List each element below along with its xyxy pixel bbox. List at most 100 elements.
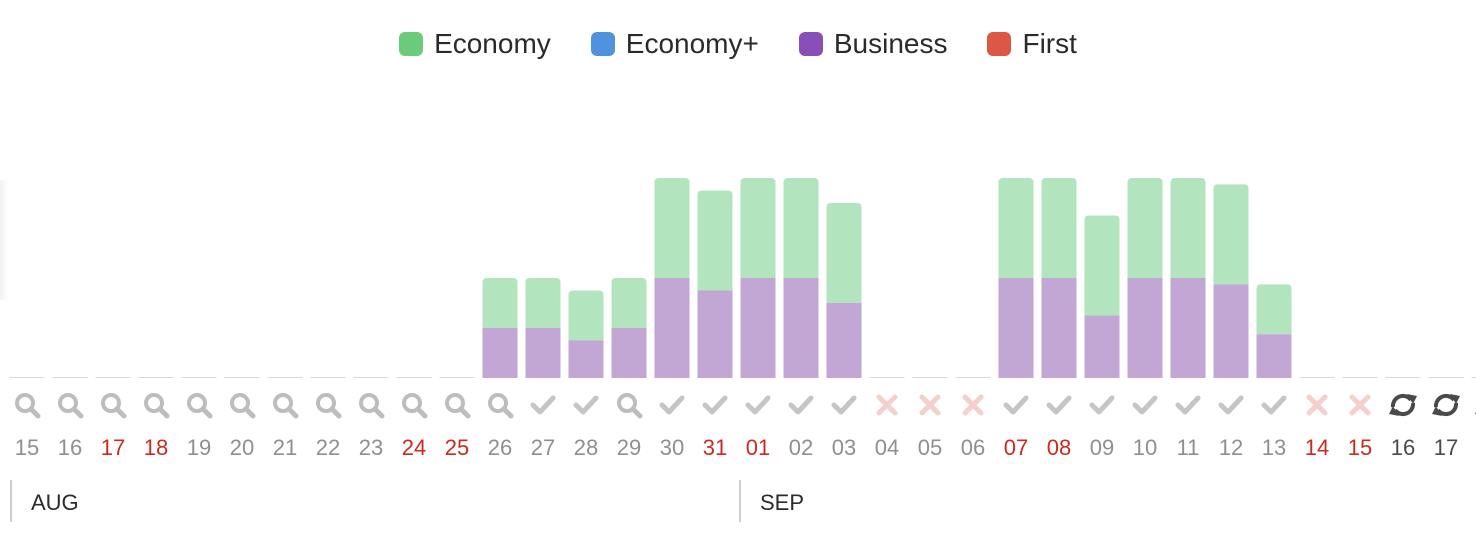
bar-business (1170, 278, 1206, 378)
day-label: 26 (488, 435, 512, 460)
bar-business (1041, 278, 1077, 378)
check-icon (573, 395, 599, 415)
check-icon (788, 395, 814, 415)
day-label: 13 (1262, 435, 1286, 460)
legend-item-economy-plus[interactable]: Economy+ (590, 28, 759, 60)
bar-economy (1213, 184, 1249, 285)
month-divider (739, 480, 741, 522)
check-icon (1046, 395, 1072, 415)
day-column[interactable]: 28 (568, 290, 604, 461)
cross-icon (962, 394, 984, 416)
day-column[interactable]: 27 (525, 278, 561, 460)
bar-business (697, 290, 733, 378)
day-column[interactable]: 23 (353, 377, 389, 461)
search-icon (187, 393, 213, 419)
bar-business (1127, 278, 1163, 378)
cross-icon (919, 394, 941, 416)
bar-business (740, 278, 776, 378)
month-label-sep: SEP (760, 490, 805, 515)
day-column[interactable]: 17 (1428, 377, 1464, 461)
day-column[interactable]: 09 (1084, 215, 1120, 461)
month-label-aug: AUG (31, 490, 79, 515)
check-icon (659, 395, 685, 415)
stacked-bar (1213, 184, 1249, 378)
day-column[interactable]: 08 (1041, 178, 1077, 460)
day-column[interactable]: 04 (869, 377, 905, 461)
day-column[interactable]: 01 (740, 178, 776, 460)
day-column[interactable]: 26 (482, 278, 518, 460)
day-label: 12 (1219, 435, 1243, 460)
legend-label: First (1022, 28, 1077, 59)
bar-business (1256, 334, 1292, 378)
stacked-bar (1127, 178, 1163, 378)
day-column[interactable]: 31 (697, 190, 733, 461)
day-column[interactable]: 22 (310, 377, 346, 461)
search-icon (144, 393, 170, 419)
refresh-icon[interactable] (1432, 393, 1460, 417)
day-label: 24 (402, 435, 426, 460)
day-column[interactable]: 24 (396, 377, 432, 461)
day-column[interactable]: 20 (224, 377, 260, 461)
search-icon (15, 393, 41, 419)
day-label: 17 (101, 435, 125, 460)
day-column[interactable]: 14 (1299, 377, 1335, 461)
day-label: 15 (15, 435, 39, 460)
check-icon (745, 395, 771, 415)
legend-label: Economy (434, 28, 551, 59)
legend-item-economy[interactable]: Economy (399, 28, 551, 60)
stacked-bar (740, 178, 776, 378)
refresh-icon[interactable] (1389, 393, 1417, 417)
bar-business (568, 340, 604, 378)
day-column[interactable]: 25 (439, 377, 475, 461)
day-label: 20 (230, 435, 254, 460)
day-column[interactable]: 06 (955, 377, 991, 461)
day-column[interactable]: 02 (783, 178, 819, 460)
day-label: 23 (359, 435, 383, 460)
day-label: 06 (961, 435, 985, 460)
day-column[interactable]: 18 (1471, 377, 1476, 461)
day-column[interactable]: 11 (1170, 178, 1206, 460)
stacked-bar (697, 190, 733, 378)
day-column[interactable]: 13 (1256, 284, 1292, 460)
day-column[interactable]: 19 (181, 377, 217, 461)
search-icon (101, 393, 127, 419)
day-column[interactable]: 15 (1342, 377, 1378, 461)
search-icon (58, 393, 84, 419)
bar-economy (783, 178, 819, 278)
check-icon (1089, 395, 1115, 415)
day-column[interactable]: 12 (1213, 184, 1249, 460)
day-column[interactable]: 16 (52, 377, 88, 461)
day-column[interactable]: 21 (267, 377, 303, 461)
day-label: 31 (703, 435, 727, 460)
day-label: 25 (445, 435, 469, 460)
day-column[interactable]: 15 (9, 377, 45, 461)
stacked-bar (611, 278, 647, 378)
day-column[interactable]: 07 (998, 178, 1034, 460)
day-column[interactable]: 10 (1127, 178, 1163, 460)
day-label: 02 (789, 435, 813, 460)
stacked-bar (826, 203, 862, 378)
day-column[interactable]: 05 (912, 377, 948, 461)
day-label: 14 (1305, 435, 1329, 460)
check-icon (1261, 395, 1287, 415)
check-icon (702, 395, 728, 415)
day-label: 22 (316, 435, 340, 460)
legend-label: Business (833, 28, 948, 59)
day-label: 09 (1090, 435, 1114, 460)
bar-business (611, 328, 647, 378)
stacked-bar (998, 178, 1034, 378)
day-label: 16 (58, 435, 82, 460)
stacked-bar (482, 278, 518, 378)
legend-swatch (798, 32, 823, 56)
bar-economy (611, 278, 647, 328)
day-column[interactable]: 29 (611, 278, 647, 460)
chart-legend: Economy Economy+ Business First (0, 28, 1476, 60)
day-column[interactable]: 18 (138, 377, 174, 461)
day-column[interactable]: 17 (95, 377, 131, 461)
legend-item-first[interactable]: First (987, 28, 1077, 60)
day-column[interactable]: 16 (1385, 377, 1421, 461)
day-label: 08 (1047, 435, 1071, 460)
day-column[interactable]: 03 (826, 203, 862, 460)
day-column[interactable]: 30 (654, 178, 690, 460)
legend-item-business[interactable]: Business (798, 28, 948, 60)
